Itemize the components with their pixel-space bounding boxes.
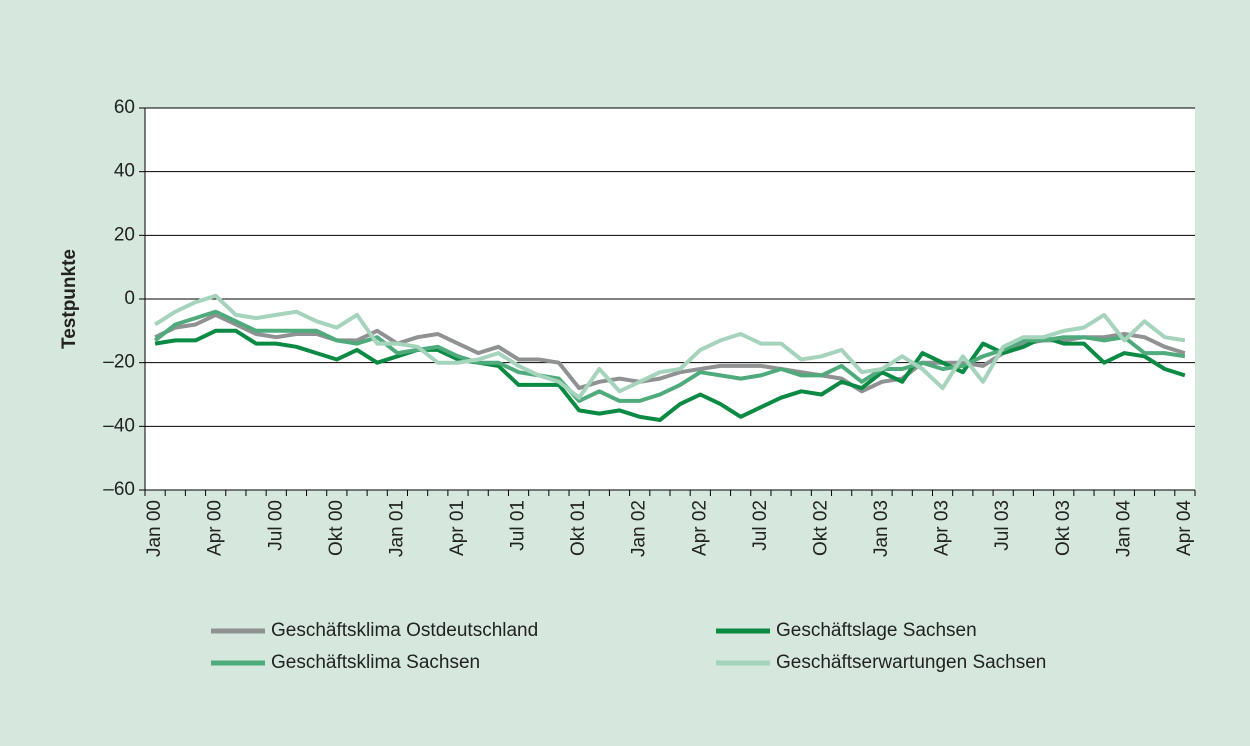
x-tick-label: Jan 01 xyxy=(386,500,407,557)
x-tick-label: Okt 00 xyxy=(326,500,347,556)
series-line xyxy=(154,293,1186,400)
x-tick-label: Apr 04 xyxy=(1174,500,1195,556)
legend-label: Geschäftserwartungen Sachsen xyxy=(776,652,1046,673)
x-tick-label: Okt 02 xyxy=(810,500,831,556)
x-tick-label: Okt 01 xyxy=(568,500,589,556)
legend-label: Geschäftslage Sachsen xyxy=(776,620,977,641)
x-tick-label: Jul 03 xyxy=(992,500,1013,551)
x-tick-label: Jan 00 xyxy=(144,500,165,557)
x-tick-label: Jul 00 xyxy=(265,500,286,551)
y-axis-label: Testpunkte xyxy=(59,249,80,349)
x-tick-label: Apr 03 xyxy=(932,500,953,556)
x-tick-label: Jan 02 xyxy=(629,500,650,557)
x-tick-label: Apr 01 xyxy=(447,500,468,556)
x-tick-label: Jul 01 xyxy=(508,500,529,551)
y-tick-label: –60 xyxy=(103,479,135,500)
x-tick-label: Okt 03 xyxy=(1053,500,1074,556)
y-tick-label: 40 xyxy=(114,161,135,182)
y-tick-label: –40 xyxy=(103,415,135,436)
y-tick-label: –20 xyxy=(103,352,135,373)
legend-label: Geschäftsklima Sachsen xyxy=(271,652,480,673)
legend-label: Geschäftsklima Ostdeutschland xyxy=(271,620,538,641)
series-line xyxy=(153,309,1186,403)
x-tick-label: Apr 02 xyxy=(689,500,710,556)
x-tick-label: Jan 04 xyxy=(1113,500,1134,557)
y-tick-label: 60 xyxy=(114,97,135,118)
y-tick-label: 20 xyxy=(114,224,135,245)
x-tick-label: Apr 00 xyxy=(205,500,226,556)
series-line xyxy=(154,328,1186,422)
x-tick-label: Jul 02 xyxy=(750,500,771,551)
x-tick-label: Jan 03 xyxy=(871,500,892,557)
y-tick-label: 0 xyxy=(124,288,135,309)
